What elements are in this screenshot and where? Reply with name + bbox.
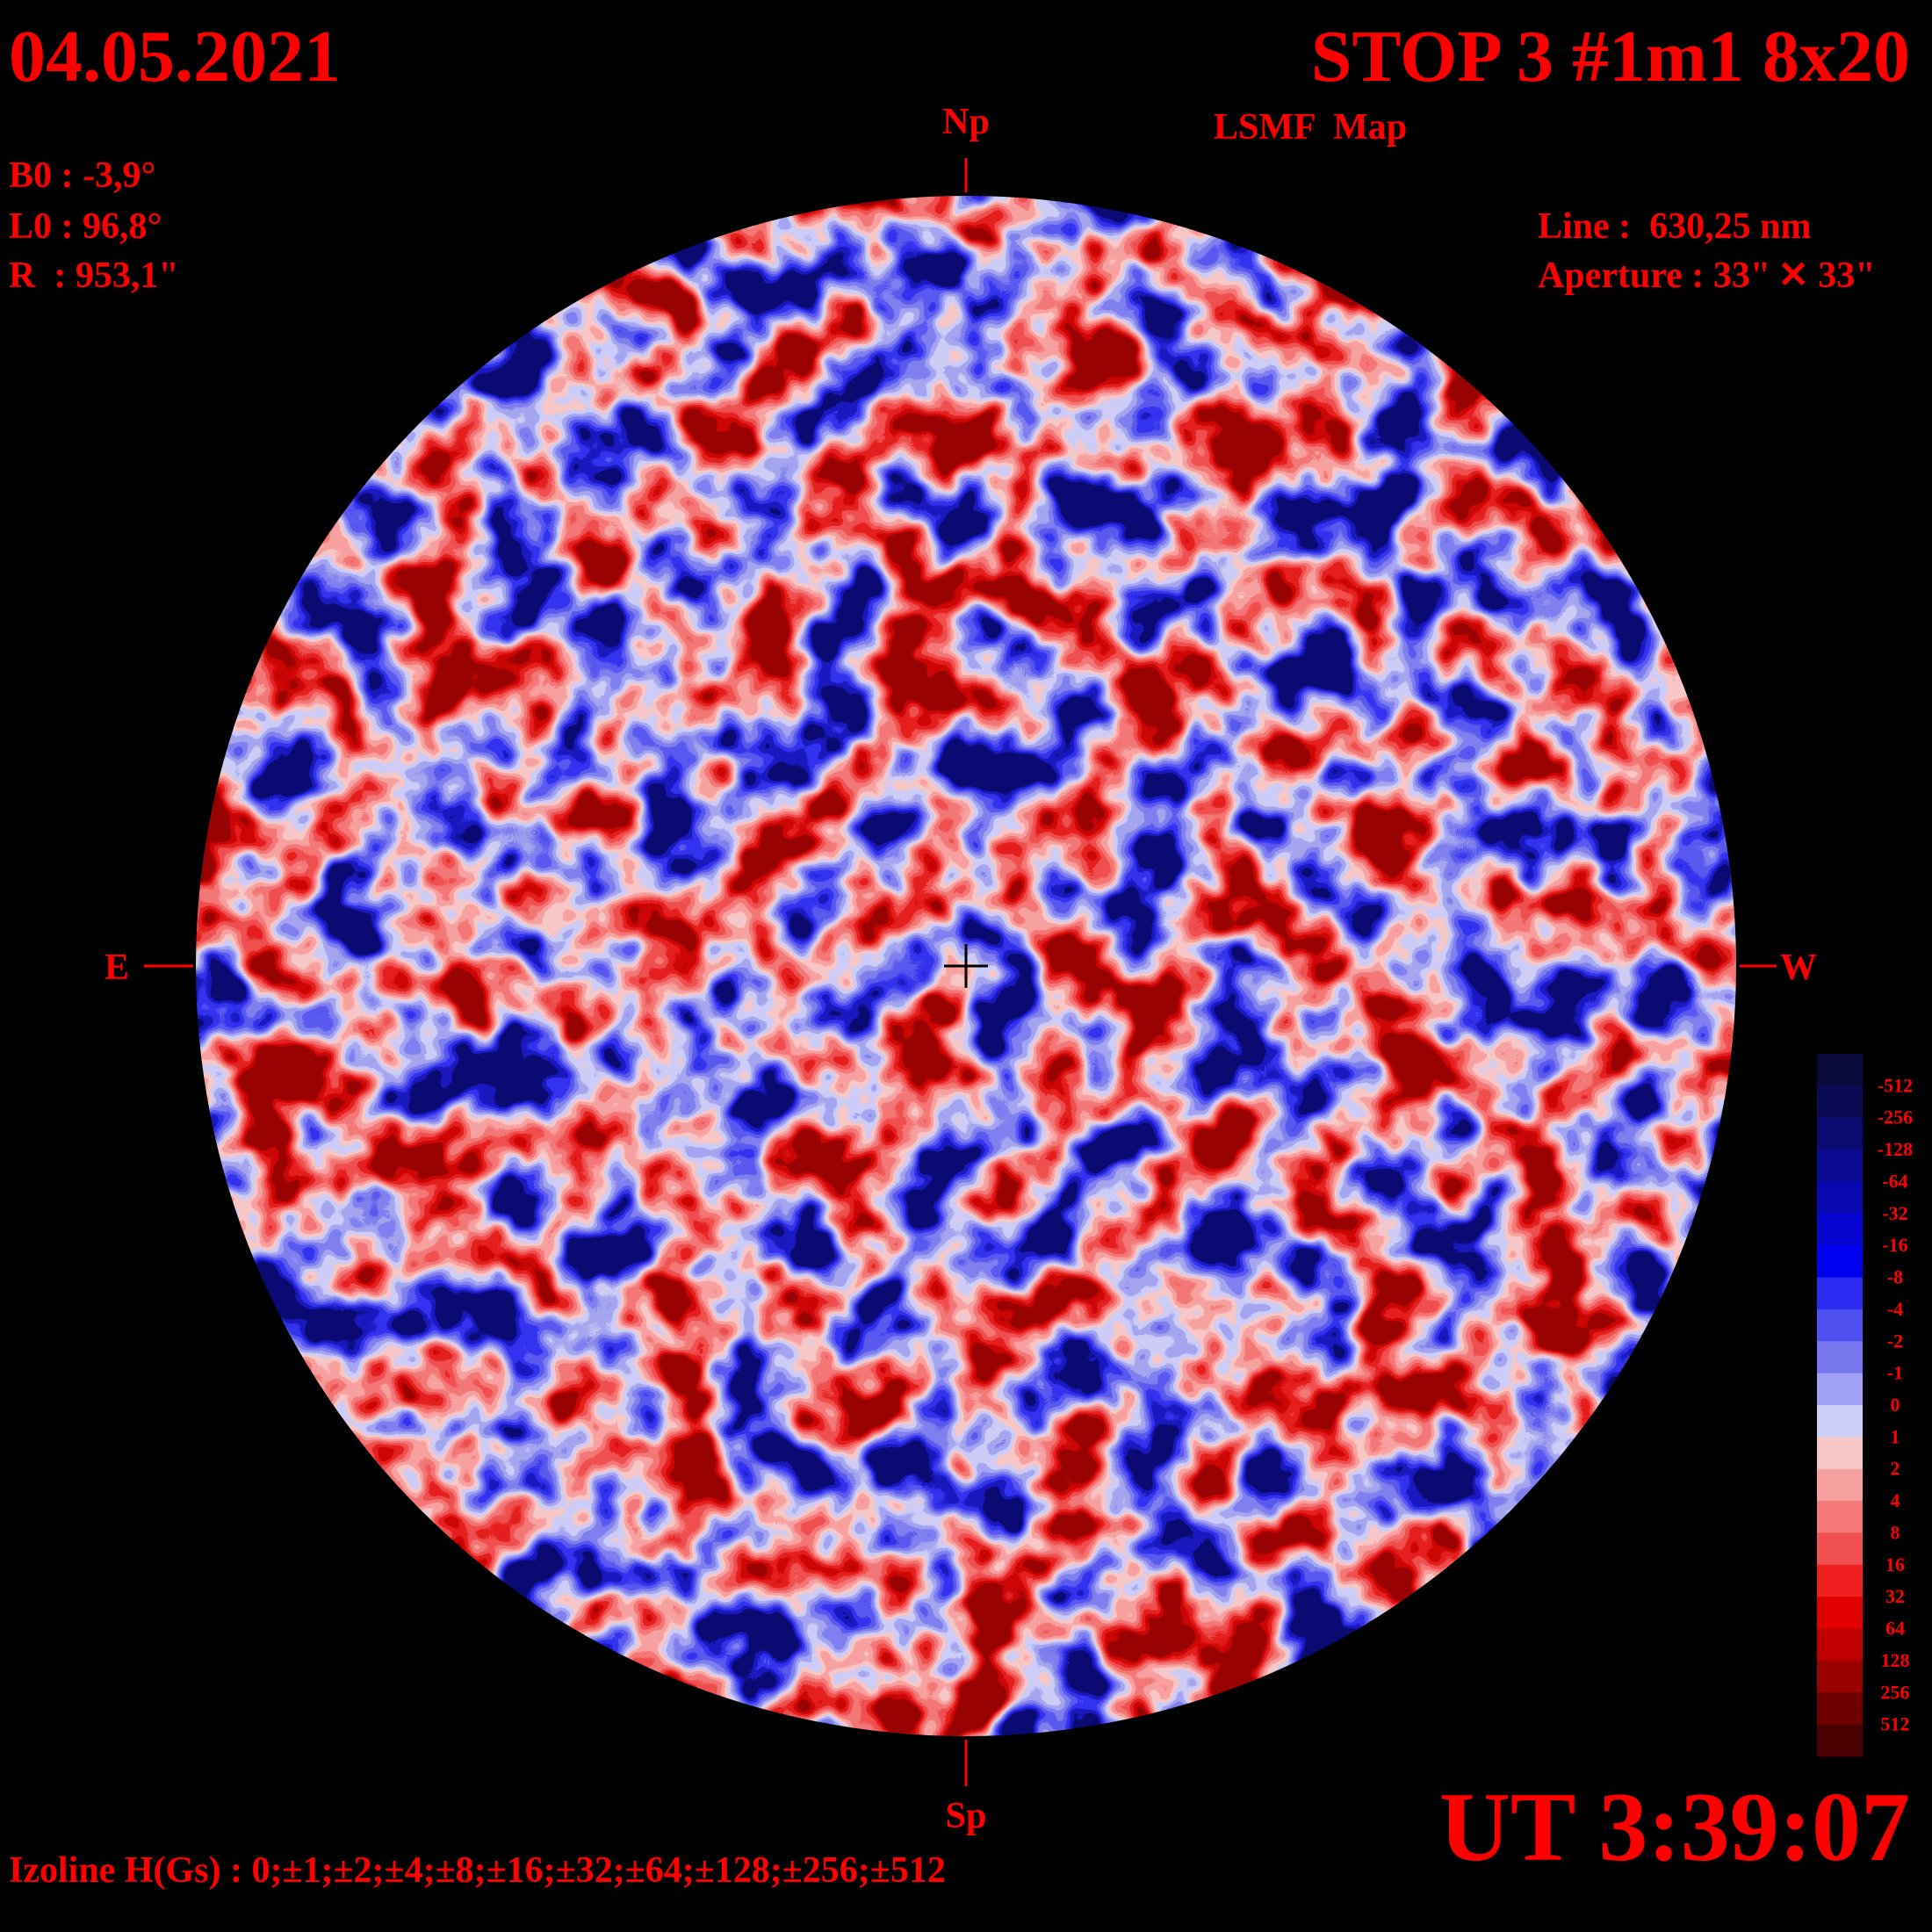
colorbar-swatch [1817,1117,1863,1150]
izoline: Izoline H(Gs) : 0;±1;±2;±4;±8;±16;±32;±6… [9,1850,946,1891]
l0: L0 : 96,8° [9,206,162,247]
north-label: Np [942,102,990,142]
colorbar-label: -256 [1878,1107,1913,1128]
colorbar-label: 16 [1885,1554,1905,1575]
colorbar-swatch [1817,1373,1863,1406]
colorbar-swatch [1817,1341,1863,1374]
time: UT 3:39:07 [1439,1773,1910,1882]
title: STOP 3 #1m1 8x20 [1311,16,1910,97]
colorbar-label: -64 [1882,1170,1907,1192]
colorbar-swatch [1817,1245,1863,1279]
colorbar-label: 2 [1891,1458,1900,1480]
b0: B0 : -3,9° [9,155,155,196]
colorbar-swatch [1817,1628,1863,1662]
south-label: Sp [946,1796,987,1836]
colorbar-swatch [1817,1437,1863,1470]
colorbar-label: -32 [1882,1202,1907,1224]
colorbar-label: 64 [1885,1618,1905,1640]
east-label: E [105,948,129,988]
colorbar-swatch [1817,1085,1863,1119]
colorbar-swatch [1817,1277,1863,1310]
line: Line : 630,25 nm [1538,206,1812,247]
colorbar-swatch [1817,1724,1863,1757]
colorbar-label: 128 [1881,1649,1910,1671]
colorbar-swatch [1817,1532,1863,1566]
colorbar-label: 0 [1891,1394,1900,1416]
colorbar-swatch [1817,1405,1863,1438]
colorbar-swatch [1817,1501,1863,1533]
radius: R : 953,1" [9,256,179,296]
colorbar-label: 8 [1891,1521,1900,1543]
colorbar-swatch [1817,1308,1863,1342]
aperture: Aperture : 33" ✕ 33" [1538,256,1876,296]
colorbar-label: 512 [1881,1713,1910,1735]
colorbar-swatch [1817,1054,1863,1086]
colorbar-label: -2 [1887,1330,1903,1352]
colorbar-swatch [1817,1564,1863,1597]
colorbar: -512 -256 -128 -64 -32 -16 -8 -4 -2 -1 0 1 2 4 8 16 32 64… [1817,1054,1913,1757]
colorbar-swatch [1817,1692,1863,1726]
subtitle: LSMF Map [1214,107,1407,148]
colorbar-swatch [1817,1213,1863,1246]
colorbar-swatch [1817,1181,1863,1215]
colorbar-label: -16 [1882,1234,1907,1256]
colorbar-swatch [1817,1468,1863,1502]
colorbar-label: -8 [1887,1266,1903,1288]
west-label: W [1780,948,1817,988]
colorbar-swatch [1817,1660,1863,1693]
colorbar-label: 32 [1885,1585,1905,1607]
colorbar-swatch [1817,1150,1863,1182]
colorbar-label: -4 [1887,1298,1903,1320]
date: 04.05.2021 [9,16,341,97]
colorbar-label: -128 [1878,1138,1913,1160]
colorbar-label: 1 [1891,1425,1900,1447]
colorbar-label: 256 [1881,1681,1910,1703]
colorbar-label: -512 [1878,1074,1913,1096]
colorbar-swatch [1817,1597,1863,1630]
colorbar-label: -1 [1887,1362,1903,1384]
colorbar-label: 4 [1891,1489,1900,1511]
